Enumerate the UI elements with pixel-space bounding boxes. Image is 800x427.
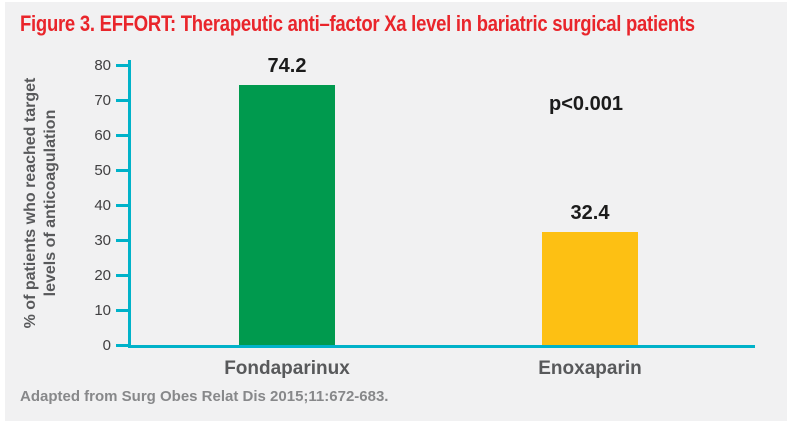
y-tick-label: 80	[94, 56, 111, 74]
bar-enoxaparin: 32.4 Enoxaparin	[538, 202, 641, 379]
y-tick-mark	[116, 203, 129, 207]
y-axis-title-line2: levels of anticoagulation	[42, 109, 59, 297]
p-value-annotation: p<0.001	[549, 93, 623, 115]
y-tick-mark	[116, 343, 129, 347]
y-tick-mark	[116, 308, 129, 312]
y-tick-label: 30	[94, 231, 111, 249]
x-axis-line	[128, 345, 755, 348]
y-axis-title: % of patients who reached target levels …	[21, 78, 61, 329]
y-tick-mark	[116, 133, 129, 137]
source-citation: Adapted from Surg Obes Relat Dis 2015;11…	[20, 388, 389, 405]
category-label-enoxaparin: Enoxaparin	[538, 358, 642, 379]
y-tick-mark	[116, 273, 129, 277]
y-tick-label: 40	[94, 196, 111, 214]
y-tick-label: 10	[94, 301, 111, 319]
bar-fondaparinux: 74.2 Fondaparinux	[224, 55, 350, 379]
y-tick-mark	[116, 168, 129, 172]
y-tick-mark	[116, 238, 129, 242]
chart-panel-background	[5, 2, 787, 421]
bar-value-fondaparinux: 74.2	[267, 55, 307, 78]
y-axis-title-line1: % of patients who reached target	[22, 77, 39, 329]
y-tick-label: 20	[94, 266, 111, 284]
y-tick-mark	[116, 98, 129, 102]
y-tick-label: 50	[94, 161, 111, 179]
y-tick-mark	[116, 63, 129, 67]
bar-value-enoxaparin: 32.4	[570, 201, 610, 224]
figure-title: Figure 3. EFFORT: Therapeutic anti–facto…	[20, 11, 695, 36]
y-tick-label: 0	[102, 336, 111, 354]
y-tick-label: 70	[94, 91, 111, 109]
y-tick-label: 60	[94, 126, 111, 144]
y-axis-line	[128, 60, 131, 347]
plot-area: 0 10 20 30 40 50 60 70 80 74.2 Fondaparinux 32.4…	[94, 55, 755, 379]
category-label-fondaparinux: Fondaparinux	[224, 358, 350, 379]
